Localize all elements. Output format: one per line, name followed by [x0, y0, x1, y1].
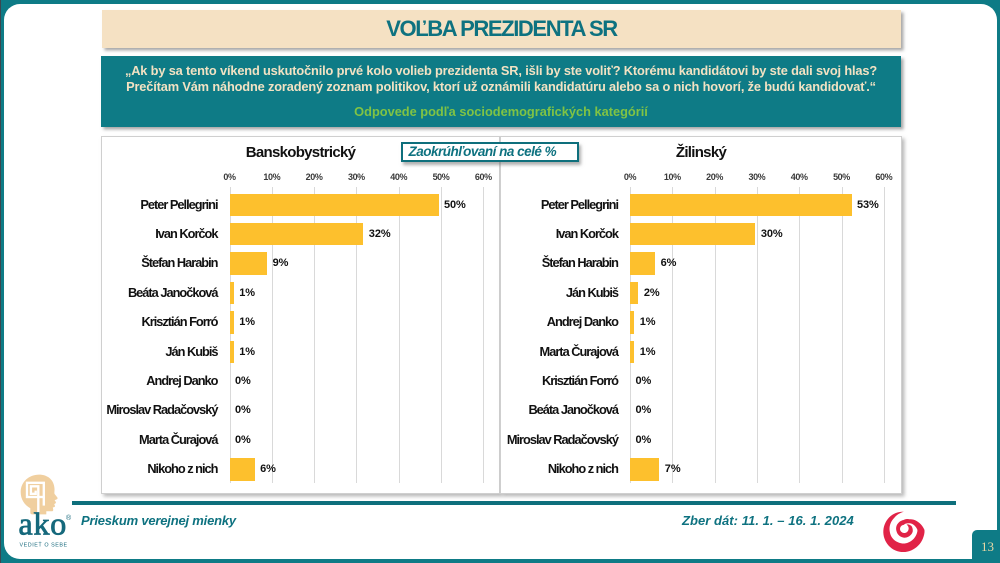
svg-text:®: ®	[66, 514, 72, 522]
svg-text:ako: ako	[19, 506, 68, 542]
svg-text:VEDIEŤ O SEBE: VEDIEŤ O SEBE	[20, 541, 68, 549]
